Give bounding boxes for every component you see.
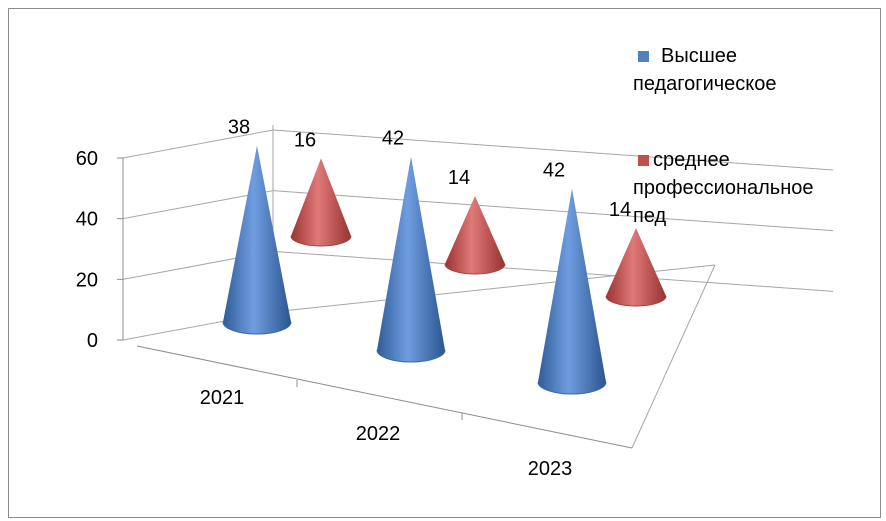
legend: Высшее педагогическое среднее профессион…: [633, 42, 873, 230]
cone-layer: [222, 145, 667, 395]
y-tick-label: 20: [76, 269, 98, 291]
gridline-side: [122, 129, 274, 159]
legend-swatch-blue: [638, 51, 649, 62]
legend-label-line: профессиональное: [633, 177, 814, 199]
cone-higher-2023: [537, 188, 607, 395]
y-tick-label: 60: [76, 148, 98, 170]
data-label: 16: [294, 129, 316, 151]
x-tick-label: 2022: [356, 423, 401, 445]
legend-label-line: среднее: [653, 149, 730, 171]
cone-body: [606, 228, 666, 306]
cone-body: [291, 158, 351, 246]
gridline-back: [272, 190, 834, 232]
legend-label-line: Высшее: [661, 45, 738, 67]
data-label: 14: [448, 167, 470, 189]
data-label: 38: [228, 117, 250, 139]
data-label: 42: [543, 160, 565, 182]
x-tick-label: 2023: [528, 458, 573, 480]
data-label: 42: [382, 128, 404, 150]
legend-label-line: педагогическое: [633, 73, 777, 95]
cone-body: [223, 145, 291, 334]
cone-secondary-2021: [290, 158, 352, 247]
gridline-back: [272, 250, 834, 292]
y-tick-label: 40: [76, 209, 98, 231]
cone-base: [290, 235, 352, 247]
cone-secondary-2022: [444, 196, 506, 275]
gridline-back: [272, 129, 834, 171]
cone-base: [444, 263, 506, 275]
axis-layer: 0 20 40 60 2021 2022 2023: [76, 148, 633, 480]
y-tick-label: 0: [87, 330, 98, 352]
floor-right-edge: [631, 264, 716, 449]
cone-base: [605, 295, 667, 307]
legend-swatch-red: [638, 155, 649, 166]
cone-higher-2022: [376, 156, 446, 363]
cone-base: [222, 321, 292, 335]
cone-higher-2021: [222, 145, 292, 335]
x-tick-label: 2021: [200, 387, 245, 409]
legend-item-higher: Высшее педагогическое: [633, 42, 873, 98]
legend-label-line: пед: [633, 205, 667, 227]
label-layer: 16 14 14 38 42 42: [228, 117, 631, 221]
cone-base: [376, 349, 446, 363]
cone-body: [377, 156, 445, 362]
legend-item-secondary: среднее профессиональное пед: [633, 146, 873, 230]
data-label: 14: [609, 199, 631, 221]
cone-base: [537, 381, 607, 395]
cone-secondary-2023: [605, 228, 667, 307]
cone-body: [538, 188, 606, 394]
cone-body: [445, 196, 505, 274]
x-axis: [136, 345, 633, 449]
chart-frame: [8, 8, 881, 518]
